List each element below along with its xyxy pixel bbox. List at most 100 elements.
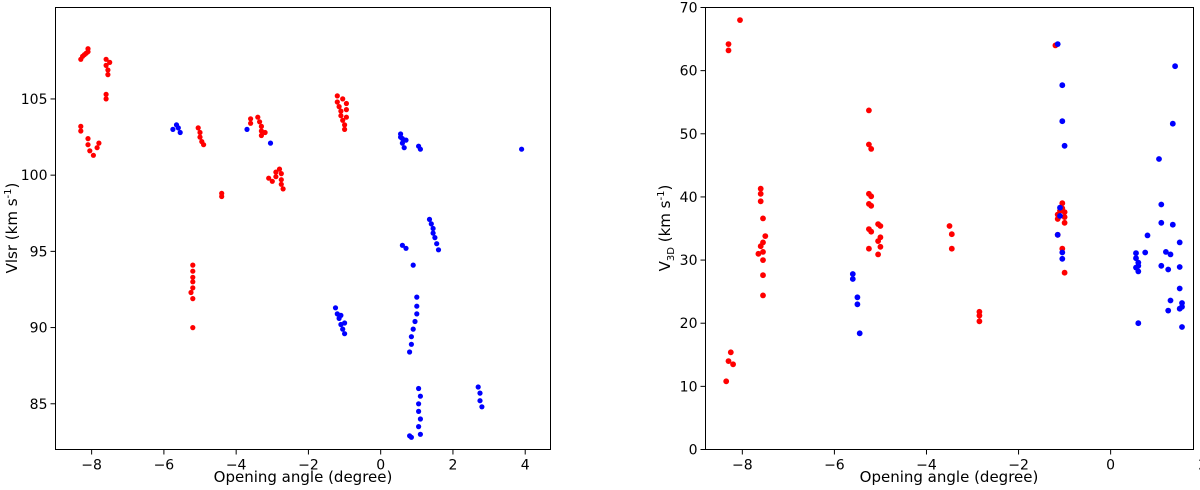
data-point bbox=[868, 202, 875, 209]
data-point bbox=[103, 56, 109, 62]
data-point bbox=[219, 193, 225, 200]
data-point bbox=[1156, 156, 1162, 162]
x-axis-ticks: −8 −6 −4 −2 0 2 bbox=[732, 449, 1200, 474]
data-point bbox=[1163, 249, 1169, 255]
data-point bbox=[868, 193, 875, 200]
data-point bbox=[1179, 324, 1185, 330]
data-point bbox=[760, 292, 766, 299]
data-point bbox=[1165, 307, 1172, 314]
data-point bbox=[416, 408, 422, 414]
y-tick-label: 0 bbox=[689, 443, 698, 459]
data-point bbox=[401, 145, 407, 151]
data-point bbox=[343, 100, 349, 107]
data-point bbox=[334, 99, 340, 105]
y-axis-ticks: 85 90 95 100 105 bbox=[21, 92, 56, 413]
data-point bbox=[188, 289, 194, 296]
data-point bbox=[1061, 142, 1068, 149]
data-point bbox=[1135, 320, 1142, 327]
data-point bbox=[730, 361, 736, 368]
y-tick-label: 60 bbox=[680, 64, 698, 80]
data-point bbox=[760, 257, 766, 263]
data-point bbox=[342, 126, 348, 132]
x-tick-label: 2 bbox=[1198, 458, 1200, 474]
data-point bbox=[280, 186, 286, 192]
data-point bbox=[177, 129, 183, 136]
data-point bbox=[78, 123, 84, 129]
data-points bbox=[78, 46, 525, 440]
data-point bbox=[854, 301, 861, 308]
x-tick-label: 0 bbox=[376, 458, 385, 474]
data-point bbox=[1176, 264, 1183, 270]
y-tick-label: 100 bbox=[21, 168, 48, 184]
data-point bbox=[255, 114, 261, 120]
data-point bbox=[90, 152, 96, 158]
data-point bbox=[85, 136, 91, 142]
data-point bbox=[103, 91, 109, 97]
data-point bbox=[477, 390, 483, 396]
x-tick-label: −2 bbox=[298, 458, 319, 474]
data-point bbox=[414, 294, 420, 300]
data-point bbox=[103, 96, 109, 102]
data-point bbox=[434, 241, 440, 247]
data-point bbox=[197, 129, 203, 136]
data-point bbox=[1176, 239, 1183, 246]
data-point bbox=[725, 47, 732, 54]
y-axis-label: V3D (km s-1) bbox=[656, 185, 677, 272]
data-point bbox=[1142, 249, 1149, 256]
data-point bbox=[854, 294, 861, 301]
data-point bbox=[417, 146, 423, 152]
data-point bbox=[1061, 214, 1068, 221]
y-tick-label: 50 bbox=[680, 127, 698, 143]
data-point bbox=[408, 334, 414, 340]
x-tick-label: −8 bbox=[81, 458, 102, 474]
data-point bbox=[875, 251, 881, 258]
data-point bbox=[244, 126, 250, 132]
data-point bbox=[340, 96, 346, 102]
data-point bbox=[868, 228, 875, 235]
data-point bbox=[1169, 221, 1176, 228]
data-point bbox=[1176, 285, 1183, 292]
data-point bbox=[868, 146, 875, 152]
x-axis-ticks: −8 −6 −4 −2 0 2 4 bbox=[81, 449, 530, 474]
data-point bbox=[725, 358, 732, 364]
y-tick-label: 105 bbox=[21, 92, 48, 108]
data-point bbox=[1165, 266, 1172, 273]
data-point bbox=[725, 41, 732, 47]
data-point bbox=[278, 181, 284, 187]
data-point bbox=[976, 312, 983, 319]
data-point bbox=[334, 93, 340, 99]
data-point bbox=[338, 312, 344, 318]
data-point bbox=[948, 231, 955, 238]
data-point bbox=[267, 140, 274, 146]
data-point bbox=[190, 285, 196, 291]
data-point bbox=[190, 262, 196, 268]
y-axis-label-subscript: 3D bbox=[666, 247, 677, 261]
plot-frame bbox=[55, 7, 551, 450]
x-tick-label: −4 bbox=[916, 458, 937, 474]
data-point bbox=[342, 331, 348, 337]
data-point bbox=[343, 107, 349, 113]
data-point bbox=[190, 325, 196, 331]
data-point bbox=[269, 178, 275, 184]
data-point bbox=[1133, 250, 1139, 256]
data-point bbox=[1167, 251, 1174, 258]
y-axis-label-superscript: -1 bbox=[3, 188, 14, 198]
data-point bbox=[403, 137, 409, 143]
data-point bbox=[1133, 255, 1139, 262]
plot-frame bbox=[705, 7, 1194, 450]
data-point bbox=[757, 190, 764, 197]
data-point bbox=[866, 141, 872, 148]
x-tick-label: −6 bbox=[824, 458, 845, 474]
data-point bbox=[757, 198, 764, 205]
data-point bbox=[175, 125, 181, 131]
data-point bbox=[342, 122, 348, 128]
data-point bbox=[1059, 249, 1066, 256]
x-tick-label: −4 bbox=[226, 458, 247, 474]
data-point bbox=[723, 378, 730, 385]
data-point bbox=[414, 311, 420, 317]
data-point bbox=[1054, 41, 1061, 47]
data-point bbox=[1176, 305, 1183, 312]
data-point bbox=[1059, 255, 1066, 262]
data-point bbox=[105, 72, 111, 78]
data-point bbox=[1061, 219, 1068, 226]
